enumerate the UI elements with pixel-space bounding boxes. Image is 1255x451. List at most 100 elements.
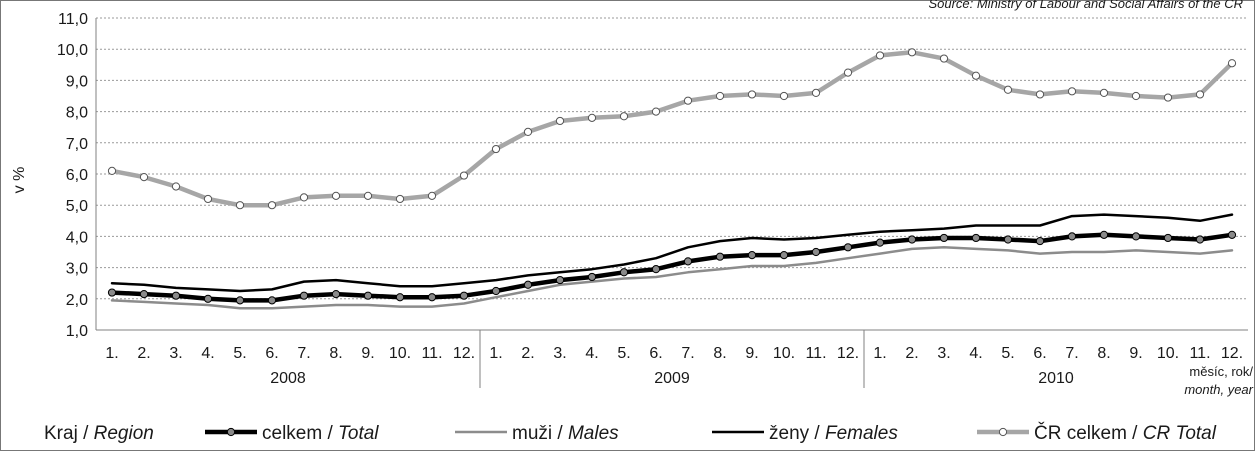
x-axis: 1. 2. 3. 4. 5. 6. 7. 8. 9. 10. 11. 12. 1. 2. 3. 4. 5. 6. 7… (96, 329, 1248, 388)
legend-label-females-italic: Females (825, 423, 898, 444)
point-total (715, 252, 725, 261)
point-cr_total (683, 96, 693, 105)
x-tick-label: 4. (201, 345, 214, 362)
point-cr_total (171, 182, 181, 191)
point-total (1195, 235, 1205, 244)
y-tick-label: 3,0 (66, 261, 88, 278)
x-tick-label: 9. (1129, 345, 1142, 362)
y-tick-label: 2,0 (66, 292, 88, 309)
x-tick-label: 1. (105, 345, 118, 362)
y-tick-label: 10,0 (57, 42, 88, 59)
point-total (651, 265, 661, 274)
point-cr_total (1227, 59, 1237, 68)
point-cr_total (1131, 91, 1141, 101)
point-total (811, 247, 821, 257)
x-tick-label: 4. (585, 345, 598, 362)
point-total (107, 288, 117, 297)
legend-label-cr_total: ČR celkem / CR Total (1034, 422, 1217, 444)
point-total (1131, 232, 1141, 241)
point-cr_total (939, 54, 949, 63)
x-tick-label: 6. (265, 345, 278, 362)
point-cr_total (875, 51, 885, 60)
point-cr_total (459, 171, 469, 180)
legend-marker-cr_total (998, 427, 1008, 437)
legend-title: Kraj / Region (44, 423, 154, 444)
x-tick-label: 2. (137, 345, 150, 362)
series-line-cr_total (109, 50, 1235, 208)
point-cr_total (1163, 93, 1173, 102)
point-total (747, 251, 757, 260)
point-cr_total (907, 48, 917, 57)
legend-title-plain: Kraj / (44, 423, 94, 444)
x-tick-label: 11. (805, 345, 826, 362)
point-total (491, 286, 501, 296)
x-year-label: 2008 (270, 370, 306, 387)
point-total (427, 293, 437, 302)
legend-label-total-plain: celkem / (262, 423, 338, 444)
point-total (235, 296, 245, 305)
y-tick-label: 7,0 (66, 136, 88, 153)
point-total (1163, 233, 1173, 243)
point-cr_total (1003, 85, 1013, 94)
y-tick-label: 11,0 (58, 11, 88, 28)
x-tick-label: 4. (969, 345, 982, 362)
point-total (459, 291, 469, 300)
y-tick-label: 1,0 (66, 323, 88, 340)
legend-label-total-italic: Total (338, 423, 379, 444)
x-year-label: 2010 (1038, 370, 1074, 387)
point-cr_total (971, 71, 981, 80)
y-tick-label: 9,0 (66, 73, 88, 90)
x-tick-label: 11. (421, 345, 442, 362)
legend-label-males-plain: muži / (512, 423, 568, 444)
point-total (171, 291, 181, 300)
legend-label-females: ženy / Females (769, 423, 898, 444)
point-total (331, 290, 341, 299)
point-cr_total (1035, 90, 1045, 99)
y-tick-label: 8,0 (66, 105, 88, 122)
y-tick-label: 5,0 (66, 198, 88, 215)
point-cr_total (843, 68, 853, 77)
legend: Kraj / Region celkem / Total muži / Males ž… (44, 422, 1217, 444)
point-cr_total (1067, 87, 1077, 96)
x-year-label: 2009 (654, 370, 690, 387)
point-total (907, 235, 917, 244)
y-tick-label: 6,0 (66, 167, 88, 184)
point-total (139, 290, 149, 299)
x-tick-label: 11. (1189, 345, 1210, 362)
point-cr_total (1099, 88, 1109, 97)
x-tick-label: 3. (937, 345, 950, 362)
point-cr_total (107, 166, 117, 175)
point-total (619, 268, 629, 277)
x-tick-label: 8. (329, 345, 342, 362)
point-cr_total (363, 191, 373, 200)
point-cr_total (395, 194, 405, 204)
x-tick-label: 5. (1001, 345, 1014, 362)
legend-label-total: celkem / Total (262, 423, 379, 444)
point-total (299, 291, 309, 300)
point-cr_total (427, 191, 437, 200)
point-cr_total (267, 201, 277, 210)
point-total (203, 294, 213, 303)
point-total (1067, 232, 1077, 241)
legend-title-italic: Region (94, 423, 154, 444)
legend-label-cr_total-italic: CR Total (1143, 423, 1217, 444)
y-axis: 1,0 2,0 3,0 4,0 5,0 6,0 7,0 8,0 9,0 10,0 11,0 (57, 11, 97, 340)
point-cr_total (779, 91, 789, 101)
series-line-females (110, 213, 1234, 293)
point-cr_total (747, 90, 757, 99)
legend-label-cr_total-plain: ČR celkem / (1034, 422, 1143, 444)
x-tick-label: 9. (361, 345, 374, 362)
x-tick-label: 7. (681, 345, 694, 362)
point-cr_total (491, 144, 501, 154)
series-line-total (109, 232, 1235, 303)
point-total (395, 293, 405, 302)
x-tick-label: 12. (1221, 345, 1243, 362)
point-cr_total (587, 113, 597, 122)
source-note: Source: Ministry of Labour and Social Af… (928, 0, 1243, 11)
point-total (1227, 230, 1237, 239)
point-cr_total (331, 191, 341, 200)
x-tick-label: 12. (837, 345, 859, 362)
legend-label-females-plain: ženy / (769, 423, 825, 444)
